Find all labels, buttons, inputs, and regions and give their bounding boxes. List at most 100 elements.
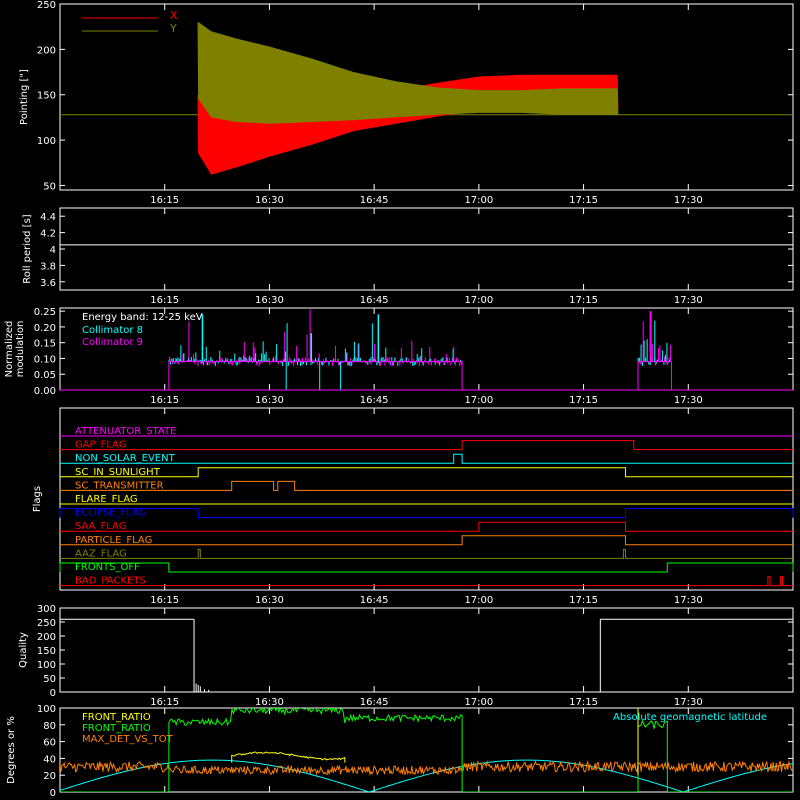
- flag-label-gap-flag: GAP_FLAG: [75, 440, 127, 451]
- legend-label-collimator: Collimator 8: [82, 325, 143, 336]
- x-tick-label: 17:15: [569, 595, 598, 606]
- panel-6: 0 20 40 60 80 100 Degrees or % FRONT_RATIOFRONT…: [6, 704, 794, 799]
- flag-label-saa-flag: SAA_FLAG: [75, 521, 126, 532]
- panel-2: 16:15 16:30 16:45 17:00 17:15 17:30 3.6 3.8 4 4.2…: [22, 207, 794, 306]
- x-tick-label: 16:15: [150, 295, 179, 306]
- y-tick-label: 250: [37, 618, 56, 629]
- x-tick-label: 17:15: [569, 697, 598, 708]
- y-tick-label: 3.8: [40, 261, 56, 272]
- y-tick-label: 4.2: [40, 229, 56, 240]
- legend-label-front-ratio: FRONT_RATIO: [82, 712, 151, 723]
- flag-line-eclipse-flag: [59, 508, 794, 519]
- flag-label-non-solar-event: NON_SOLAR_EVENT: [75, 453, 176, 464]
- x-tick-label: 17:00: [464, 595, 493, 606]
- flag-line-saa-flag: [60, 521, 793, 532]
- y-tick-label: 0.10: [34, 354, 56, 365]
- flag-line-particle-flag: [60, 535, 793, 546]
- y-tick-label: 0.00: [34, 386, 56, 397]
- y-axis-label: Roll period [s]: [22, 214, 33, 283]
- x-tick-label: 16:15: [150, 595, 179, 606]
- max-det-vs-tot-line: [60, 759, 793, 777]
- legend-label-front-ratio: FRONT_RATIO: [82, 723, 151, 734]
- y-tick-label: 0.25: [34, 307, 56, 318]
- flag-label-fronts-off: FRONTS_OFF: [75, 562, 140, 573]
- flag-label-aaz-flag: AAZ_FLAG: [75, 548, 127, 559]
- x-tick-label: 17:00: [464, 295, 493, 306]
- y-tick-label: 150: [37, 91, 56, 102]
- y-axis-label: Pointing ["]: [19, 69, 30, 125]
- legend-label-y: Y: [169, 22, 177, 35]
- y-tick-label: 50: [43, 674, 56, 685]
- y-tick-label: 4.4: [40, 212, 56, 223]
- panel-frame: [59, 707, 794, 793]
- x-tick-label: 17:00: [464, 195, 493, 206]
- flag-line-bad-packets: [60, 576, 793, 587]
- legend-label-max-det-vs-tot: MAX_DET_VS_TOT: [82, 734, 174, 745]
- y-tick-label: 200: [37, 45, 56, 56]
- x-tick-label: 17:15: [569, 295, 598, 306]
- y-tick-label: 60: [43, 738, 56, 749]
- y-tick-label: 40: [43, 754, 56, 765]
- flag-line-fronts-off: [59, 562, 794, 573]
- y-tick-label: 4: [50, 245, 56, 256]
- y-tick-label: 0.15: [34, 339, 56, 350]
- flag-line-aaz-flag: [60, 548, 793, 559]
- x-tick-label: 16:30: [255, 395, 284, 406]
- x-tick-label: 17:30: [674, 595, 703, 606]
- geomagnetic-latitude-line: [60, 759, 793, 792]
- y-tick-label: 50: [43, 181, 56, 192]
- flag-label-sc-transmitter: SC_TRANSMITTER: [75, 480, 164, 491]
- x-tick-label: 16:15: [150, 395, 179, 406]
- x-tick-label: 16:30: [255, 295, 284, 306]
- y-axis-label: Normalizedmodulation: [4, 321, 26, 378]
- flag-line-non-solar-event: [60, 453, 793, 464]
- panel-frame: [59, 3, 794, 191]
- x-tick-label: 16:45: [360, 295, 389, 306]
- x-tick-label: 16:45: [360, 195, 389, 206]
- flag-label-sc-in-sunlight: SC_IN_SUNLIGHT: [75, 467, 161, 478]
- x-tick-label: 16:30: [255, 195, 284, 206]
- x-tick-label: 16:30: [255, 595, 284, 606]
- flag-line-sc-in-sunlight: [60, 467, 793, 478]
- x-tick-label: 17:30: [674, 697, 703, 708]
- y-axis-label: Quality: [18, 632, 29, 668]
- panel-frame: [59, 407, 794, 591]
- y-tick-label: 300: [37, 604, 56, 615]
- x-tick-label: 16:45: [360, 395, 389, 406]
- y-tick-label: 200: [37, 632, 56, 643]
- flag-label-bad-packets: BAD_PACKETS: [75, 576, 146, 587]
- panel-frame: [59, 207, 794, 291]
- y-tick-label: 100: [37, 136, 56, 147]
- y-tick-label: 0: [50, 688, 56, 699]
- y-tick-label: 3.6: [40, 278, 56, 289]
- x-tick-label: 17:00: [464, 395, 493, 406]
- latitude-annotation: Absolute geomagnetic latitude: [613, 712, 767, 723]
- y-tick-label: 0.20: [34, 323, 56, 334]
- y-axis-label: Flags: [32, 486, 43, 512]
- x-tick-label: 17:30: [674, 195, 703, 206]
- x-tick-label: 17:15: [569, 395, 598, 406]
- x-tick-label: 17:00: [464, 697, 493, 708]
- flag-label-particle-flag: PARTICLE_FLAG: [75, 535, 152, 546]
- flag-label-flare-flag: FLARE_FLAG: [75, 494, 138, 505]
- x-tick-label: 16:15: [150, 195, 179, 206]
- flag-line-gap-flag: [60, 440, 793, 451]
- y-tick-label: 80: [43, 721, 56, 732]
- legend-label-collimator: Collimator 9: [82, 337, 143, 348]
- legend-title: Energy band: 12-25 keV: [82, 312, 203, 323]
- x-tick-label: 16:45: [360, 595, 389, 606]
- panel-5: 16:15 16:30 16:45 17:00 17:15 17:30 0 50 100 150 2…: [18, 604, 794, 708]
- x-tick-label: 17:30: [674, 295, 703, 306]
- flag-label-eclipse-flag: ECLIPSE_FLAG: [75, 508, 146, 519]
- quality-line: [60, 618, 793, 692]
- x-tick-label: 17:15: [569, 195, 598, 206]
- y-tick-label: 250: [37, 0, 56, 11]
- flag-label-attenuator-state: ATTENUATOR_STATE: [75, 426, 176, 437]
- panel-4: 16:15 16:30 16:45 17:00 17:15 17:30 Flags ATTEN…: [32, 407, 794, 606]
- front-ratio-yellow-line: [231, 751, 346, 763]
- front-ratio-green-line: [60, 708, 793, 792]
- y-tick-label: 100: [37, 660, 56, 671]
- panel-frame: [59, 607, 794, 693]
- y-tick-label: 0: [50, 788, 56, 799]
- legend-label-x: X: [170, 9, 178, 22]
